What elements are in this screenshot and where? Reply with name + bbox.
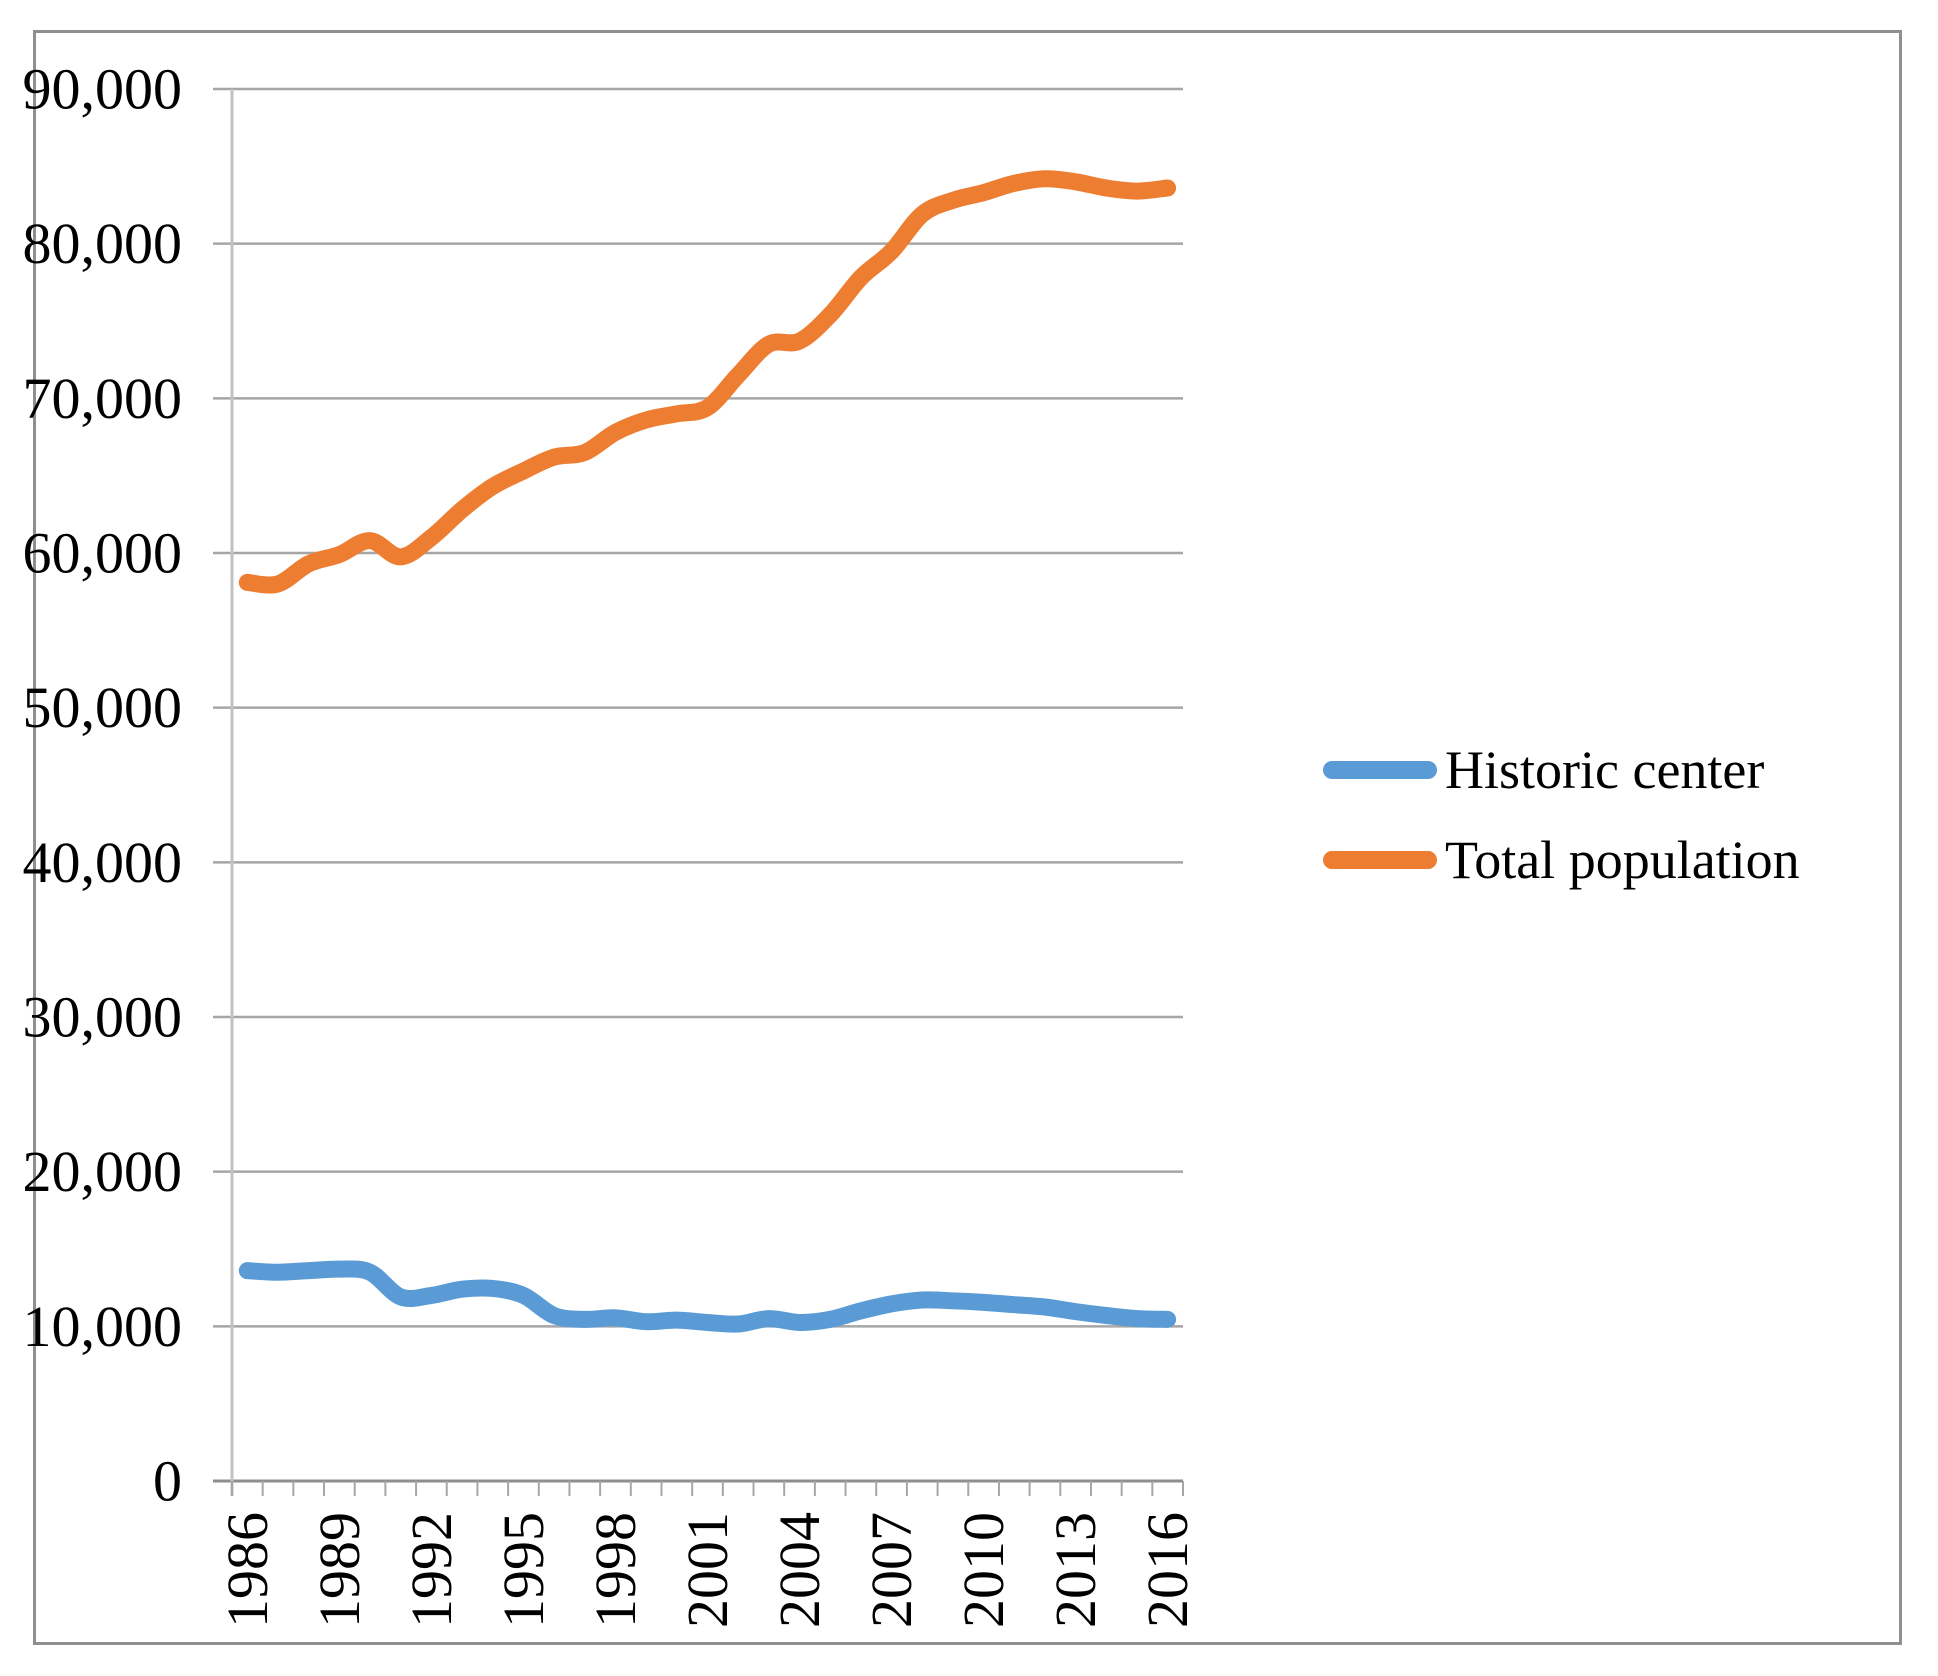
x-axis-tick-label: 1986 (215, 1512, 280, 1628)
x-axis-tick-label: 1989 (307, 1512, 372, 1628)
legend: Historic center Total population (1323, 741, 1800, 889)
y-axis-tick-label: 0 (153, 1449, 182, 1514)
y-axis-tick-label: 20,000 (23, 1139, 183, 1204)
x-axis-tick-label: 1995 (491, 1512, 556, 1628)
legend-item-historic-center: Historic center (1323, 741, 1800, 799)
y-axis-tick-label: 40,000 (23, 830, 183, 895)
legend-label-historic-center: Historic center (1445, 740, 1765, 800)
x-axis-tick-label: 1992 (399, 1512, 464, 1628)
legend-swatch-total-population (1323, 851, 1437, 869)
x-axis-tick-label: 1998 (583, 1512, 648, 1628)
legend-swatch-historic-center (1323, 761, 1437, 779)
legend-item-total-population: Total population (1323, 831, 1800, 889)
series-line-historic-center (238, 1260, 1177, 1333)
y-axis-tick-label: 50,000 (23, 675, 183, 740)
series-line-total-population (238, 170, 1177, 594)
chart-figure (33, 30, 1902, 1645)
x-axis-tick-label: 2013 (1043, 1512, 1108, 1628)
x-axis-tick-label: 2004 (767, 1512, 832, 1628)
y-axis-tick-label: 10,000 (23, 1294, 183, 1359)
x-axis-tick-label: 2007 (859, 1512, 924, 1628)
y-axis-tick-label: 70,000 (23, 366, 183, 431)
x-axis-tick-label: 2001 (675, 1512, 740, 1628)
legend-label-total-population: Total population (1445, 830, 1800, 890)
y-axis-tick-label: 30,000 (23, 985, 183, 1050)
y-axis-tick-label: 90,000 (23, 57, 183, 122)
x-axis-tick-label: 2010 (951, 1512, 1016, 1628)
y-axis-tick-label: 60,000 (23, 521, 183, 586)
y-axis-tick-label: 80,000 (23, 211, 183, 276)
x-axis-tick-label: 2016 (1135, 1512, 1200, 1628)
